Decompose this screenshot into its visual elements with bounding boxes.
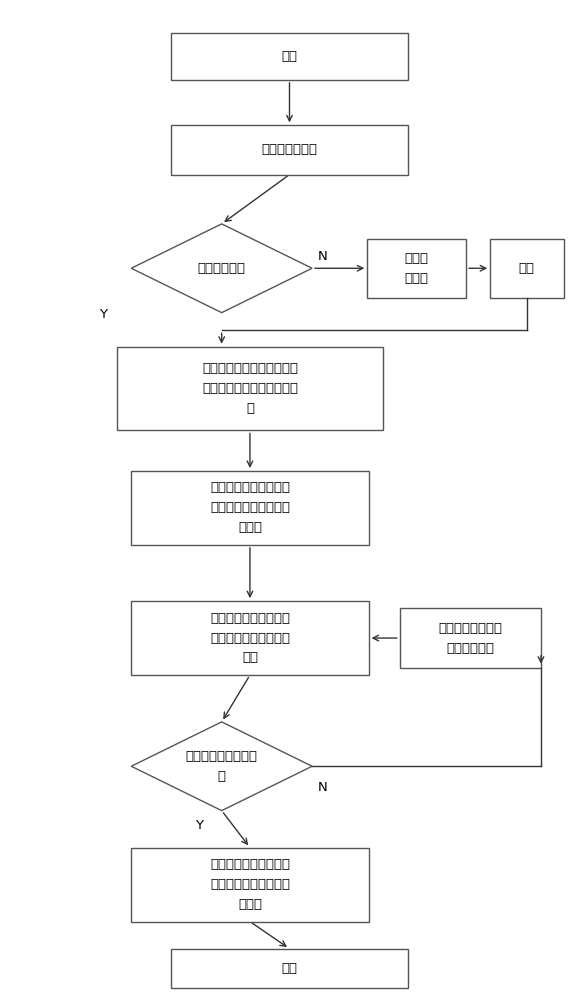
Text: 装置上电初始化: 装置上电初始化: [262, 143, 317, 156]
Text: 度值或色差值确定液面: 度值或色差值确定液面: [210, 632, 290, 645]
Text: 工干预: 工干预: [405, 272, 428, 285]
FancyBboxPatch shape: [117, 347, 383, 430]
Text: 开始: 开始: [281, 50, 298, 63]
Text: 蠕动泵、流量计、液位: 蠕动泵、流量计、液位: [210, 878, 290, 891]
Text: 液面位置与刻度线平: 液面位置与刻度线平: [186, 750, 258, 763]
Text: 打开截止阀、调速泵或: 打开截止阀、调速泵或: [210, 481, 290, 494]
Text: 等待人: 等待人: [405, 252, 428, 265]
Polygon shape: [131, 722, 312, 811]
Text: Y: Y: [195, 819, 203, 832]
Text: 结束: 结束: [281, 962, 298, 975]
FancyBboxPatch shape: [171, 33, 408, 80]
FancyBboxPatch shape: [131, 848, 369, 922]
Text: 传感器: 传感器: [238, 521, 262, 534]
Text: 关闭截止阀、调速泵或: 关闭截止阀、调速泵或: [210, 858, 290, 871]
FancyBboxPatch shape: [400, 608, 541, 668]
Text: 自动调节调速泵或: 自动调节调速泵或: [438, 622, 503, 635]
Text: 装备系统自检: 装备系统自检: [197, 262, 245, 275]
Text: 位置: 位置: [242, 651, 258, 664]
Text: Y: Y: [99, 308, 107, 321]
FancyBboxPatch shape: [490, 239, 563, 298]
FancyBboxPatch shape: [367, 239, 466, 298]
Text: N: N: [318, 781, 328, 794]
FancyBboxPatch shape: [131, 601, 369, 675]
FancyBboxPatch shape: [171, 125, 408, 175]
Text: 蠕动泵的转速: 蠕动泵的转速: [446, 642, 494, 655]
Text: 行: 行: [218, 770, 226, 783]
Text: 差值确定容量瓶上刻度线位: 差值确定容量瓶上刻度线位: [202, 382, 298, 395]
FancyBboxPatch shape: [131, 471, 369, 545]
Text: N: N: [318, 250, 328, 263]
Text: 蠕动泵、流量计、液位: 蠕动泵、流量计、液位: [210, 501, 290, 514]
Text: 置: 置: [246, 402, 254, 415]
Text: 图像传感器实时采集亮: 图像传感器实时采集亮: [210, 612, 290, 625]
Polygon shape: [131, 224, 312, 313]
Text: 图像传感器根据亮度值或色: 图像传感器根据亮度值或色: [202, 362, 298, 375]
Text: 传感器: 传感器: [238, 898, 262, 911]
Text: 自检: 自检: [519, 262, 535, 275]
FancyBboxPatch shape: [171, 949, 408, 988]
